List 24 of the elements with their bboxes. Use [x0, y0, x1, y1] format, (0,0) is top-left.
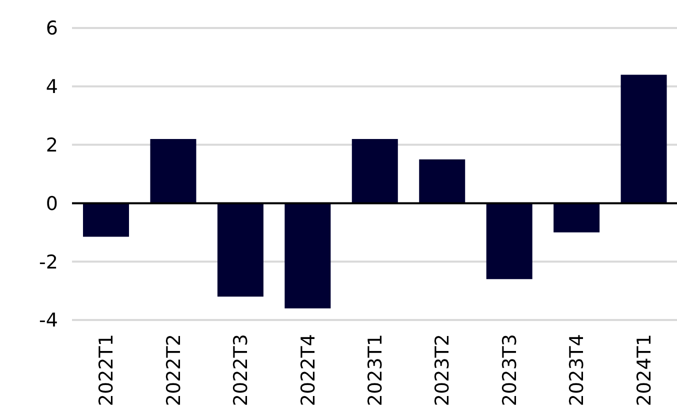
x-tick-label: 2022T3 — [230, 334, 252, 406]
x-tick-label: 2024T1 — [633, 334, 656, 406]
bar — [486, 203, 532, 280]
x-tick-label: 2023T2 — [432, 334, 454, 406]
bar — [554, 203, 600, 232]
y-tick-label: -4 — [39, 310, 58, 332]
bar — [83, 203, 129, 237]
y-tick-label: 2 — [46, 134, 58, 157]
bar — [620, 74, 667, 204]
x-tick-label: 2022T2 — [162, 334, 185, 406]
bar — [419, 159, 466, 204]
x-tick-label: 2023T3 — [498, 334, 521, 406]
x-tick-label: 2022T4 — [297, 334, 320, 406]
bar — [150, 138, 196, 204]
bar — [352, 138, 398, 204]
y-tick-label: 4 — [46, 76, 58, 98]
y-tick-label: -2 — [39, 251, 58, 274]
x-tick-label: 2023T1 — [364, 334, 386, 406]
y-tick-label: 6 — [46, 18, 58, 40]
y-tick-label: 0 — [46, 192, 58, 215]
x-tick-label: 2022T1 — [96, 334, 118, 406]
bar — [217, 203, 264, 297]
x-tick-label: 2023T4 — [566, 334, 588, 406]
bar — [284, 203, 331, 308]
